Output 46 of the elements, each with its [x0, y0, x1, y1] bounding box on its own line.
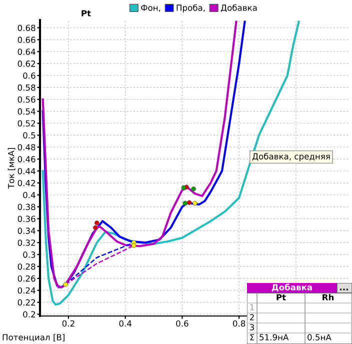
- annotation: Добавка: [272, 284, 312, 292]
- y-tick-label: 0.66: [18, 36, 36, 43]
- x-tick-label: 0.6: [176, 320, 188, 327]
- y-tick-label: 0.22: [18, 299, 35, 306]
- y-tick-label: 0.36: [18, 216, 36, 222]
- y-axis-title: Ток [мкА]: [8, 148, 16, 189]
- y-tick-label: 0.28: [18, 263, 36, 270]
- y-tick-label: 0.2: [23, 311, 35, 318]
- annotation: Rh: [322, 294, 334, 300]
- y-tick-label: 0.38: [18, 204, 36, 210]
- y-tick-label: 0.34: [18, 228, 36, 234]
- text: Σ: [250, 334, 254, 340]
- annotation: Pt: [276, 294, 286, 300]
- y-tick-label: 0.44: [18, 168, 36, 174]
- y-tick-label: 0.52: [18, 120, 35, 127]
- text: 0.5нА: [308, 334, 332, 340]
- x-tick-label: 0.2: [62, 320, 74, 327]
- y-tick-label: 0.42: [18, 180, 35, 186]
- y-tick-label: 0.6: [23, 72, 36, 79]
- y-tick-label: 0.68: [18, 24, 36, 32]
- legend-label: Добавка: [220, 4, 257, 12]
- text: Pt: [82, 10, 91, 16]
- y-tick-label: 0.58: [18, 84, 36, 91]
- y-tick-label: 0.54: [18, 108, 36, 115]
- y-tick-label: 0.48: [18, 144, 36, 150]
- annotation: 2: [250, 314, 254, 320]
- legend-label: Проба,: [176, 4, 205, 12]
- x-tick-label: 0.4: [119, 320, 132, 327]
- y-tick-label: 0.4: [23, 192, 36, 198]
- y-tick-label: 0.5: [23, 132, 36, 138]
- y-tick-label: 0.26: [18, 275, 36, 282]
- legend-label: Фон,: [141, 4, 160, 12]
- annotation: 1: [250, 304, 254, 310]
- x-axis-title: Потенциал [В]: [2, 334, 64, 342]
- text: 3: [250, 324, 254, 330]
- text: 51.9нА: [260, 334, 289, 340]
- y-tick-label: 0.64: [18, 48, 36, 55]
- x-tick-label: 0.8: [233, 320, 246, 327]
- y-tick-label: 0.24: [18, 287, 36, 294]
- y-tick-label: 0.46: [18, 156, 36, 162]
- y-tick-label: 0.3: [23, 252, 36, 258]
- annotation: ...: [340, 288, 348, 290]
- y-tick-label: 0.32: [18, 240, 35, 246]
- annotation: Добавка, средняя: [252, 152, 330, 162]
- y-tick-label: 0.56: [18, 96, 36, 103]
- y-tick-label: 0.62: [18, 60, 35, 67]
